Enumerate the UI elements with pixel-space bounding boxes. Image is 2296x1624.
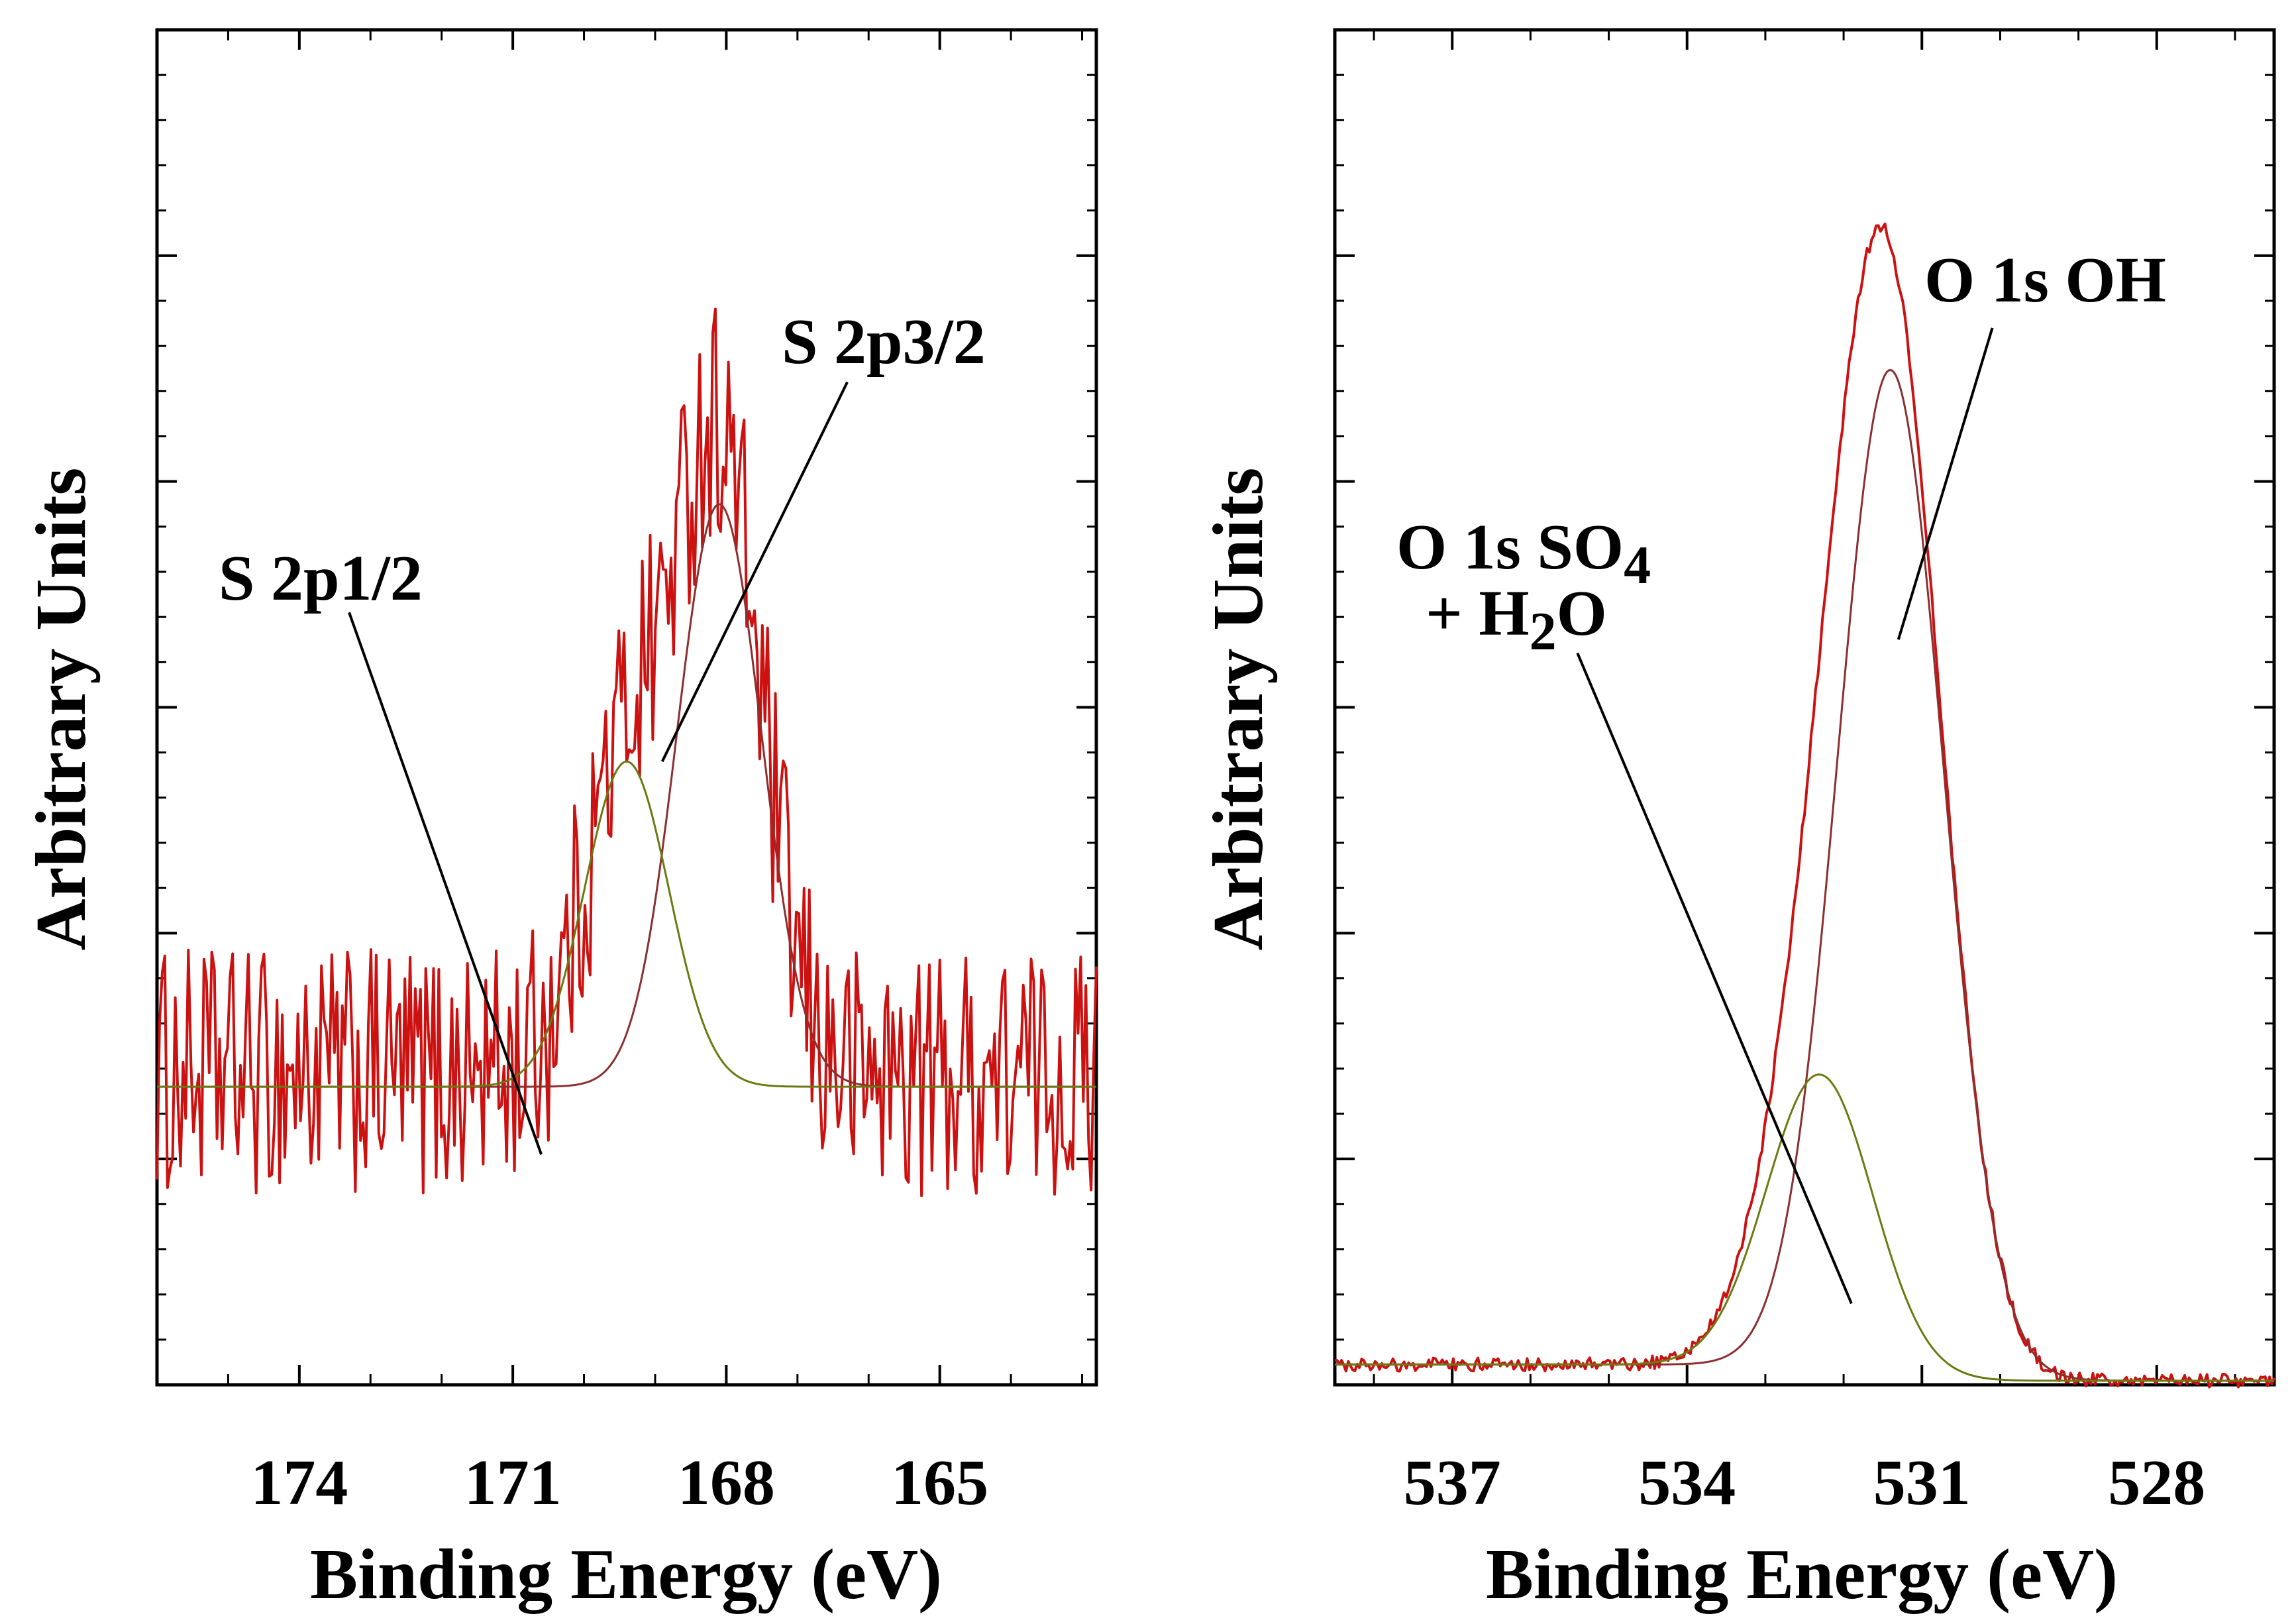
right-x-tick-label: 528 — [2108, 1447, 2205, 1519]
label-o1s-so4-main: O 1s SO — [1396, 512, 1624, 583]
left-series-measured-spectrum — [156, 307, 1098, 1197]
label-o1s-oh: O 1s OH — [1924, 244, 2166, 316]
left-x-tick-labels: 174 171 168 165 — [250, 1447, 988, 1519]
left-annotation-leaders — [348, 381, 849, 1156]
label-h2o-subscript: 2 — [1530, 601, 1557, 661]
right-x-tick-label: 531 — [1873, 1447, 1971, 1519]
right-annotation-leaders — [1576, 327, 1994, 1305]
left-leader-line — [660, 381, 849, 763]
label-o1s-so4-subscript: 4 — [1624, 535, 1651, 595]
left-x-tick-label: 165 — [891, 1447, 988, 1519]
label-plus-h2o: + H2O — [1426, 578, 1607, 661]
label-h2o-pre: + H — [1426, 578, 1530, 649]
left-x-tick-label: 171 — [464, 1447, 562, 1519]
left-x-axis-title: Binding Energy (eV) — [310, 1535, 942, 1614]
label-h2o-post: O — [1557, 578, 1607, 649]
left-curves — [156, 307, 1098, 1197]
right-series-measured-spectrum — [1334, 222, 2275, 1389]
right-leader-line — [1576, 652, 1853, 1305]
right-panel-o1s: 537 534 531 528 Arbitrary Units Binding Ene… — [1199, 28, 2276, 1614]
right-y-axis-title: Arbitrary Units — [1199, 468, 1278, 951]
label-o1s-so4: O 1s SO4 — [1396, 512, 1651, 595]
right-x-tick-label: 537 — [1404, 1447, 1501, 1519]
right-curves — [1334, 222, 2275, 1389]
right-x-axis-title: Binding Energy (eV) — [1486, 1535, 2118, 1614]
label-s2p32: S 2p3/2 — [782, 306, 986, 378]
left-x-tick-label: 174 — [250, 1447, 348, 1519]
right-axis-ticks — [1335, 30, 2274, 1385]
left-x-tick-label: 168 — [678, 1447, 775, 1519]
right-x-tick-labels: 537 534 531 528 — [1404, 1447, 2206, 1519]
left-panel-s2p: 174 171 168 165 Arbitrary Units Binding Ene… — [22, 28, 1098, 1614]
right-plot-frame — [1333, 28, 2276, 1387]
left-leader-line — [348, 612, 543, 1156]
left-series-s-2p1-2-fit — [157, 760, 1096, 1088]
left-y-axis-title: Arbitrary Units — [22, 468, 101, 951]
right-leader-line — [1897, 327, 1994, 640]
right-series-o-1s-so4-h2o-fit — [1335, 1073, 2274, 1382]
label-s2p12: S 2p1/2 — [219, 543, 423, 614]
right-x-tick-label: 534 — [1638, 1447, 1736, 1519]
